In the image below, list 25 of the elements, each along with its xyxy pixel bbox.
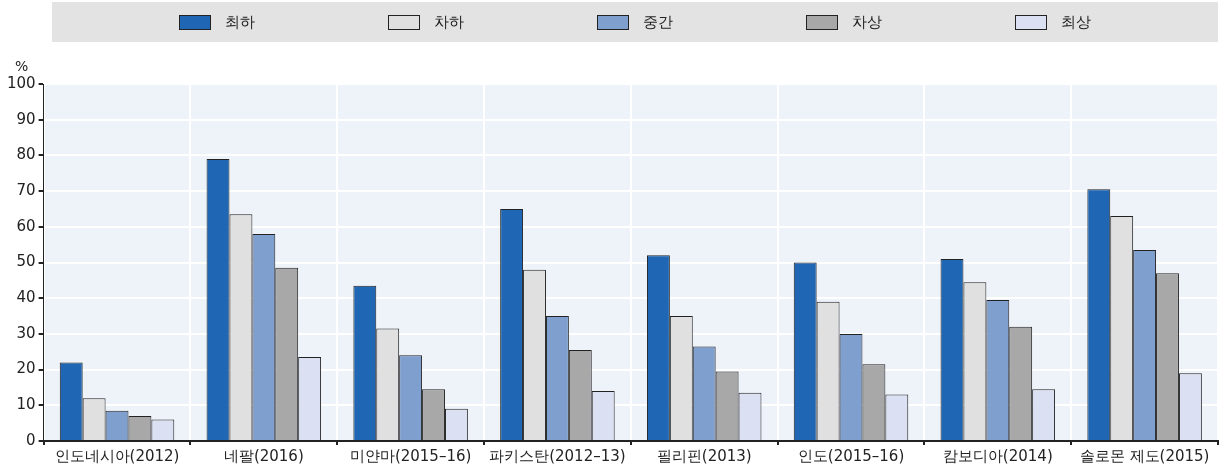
y-tick-label: 50 [16,252,36,271]
y-axis-title: % [14,57,29,74]
legend-label: 중간 [642,12,673,32]
x-tick-label: 인도네시아(2012) [54,446,180,465]
y-tick-label: 70 [16,180,36,199]
legend-label: 차하 [433,12,464,32]
y-tick-label: 20 [16,359,36,378]
y-tick-label: 100 [6,73,36,92]
y-tick-label: 30 [16,323,36,342]
x-tick-label: 인도(2015–16) [797,446,905,465]
legend-label: 차상 [852,12,883,32]
x-tick-label: 파키스탄(2012–13) [489,446,626,465]
x-tick-label: 미얀마(2015–16) [349,446,472,465]
x-tick-label: 네팔(2016) [223,446,304,465]
y-tick-label: 10 [16,395,36,414]
y-tick-label: 60 [16,216,36,235]
y-tick-label: 80 [16,145,36,164]
legend-label: 최상 [1061,12,1092,32]
x-tick-label: 필리핀(2013) [656,446,752,465]
y-tick-label: 40 [16,288,36,307]
x-tick-label: 캄보디아(2014) [942,446,1053,465]
y-tick-label: 90 [16,109,36,128]
legend-label: 최하 [224,12,255,32]
y-tick-label: 0 [26,430,36,449]
x-tick-label: 솔로몬 제도(2015) [1079,446,1210,465]
